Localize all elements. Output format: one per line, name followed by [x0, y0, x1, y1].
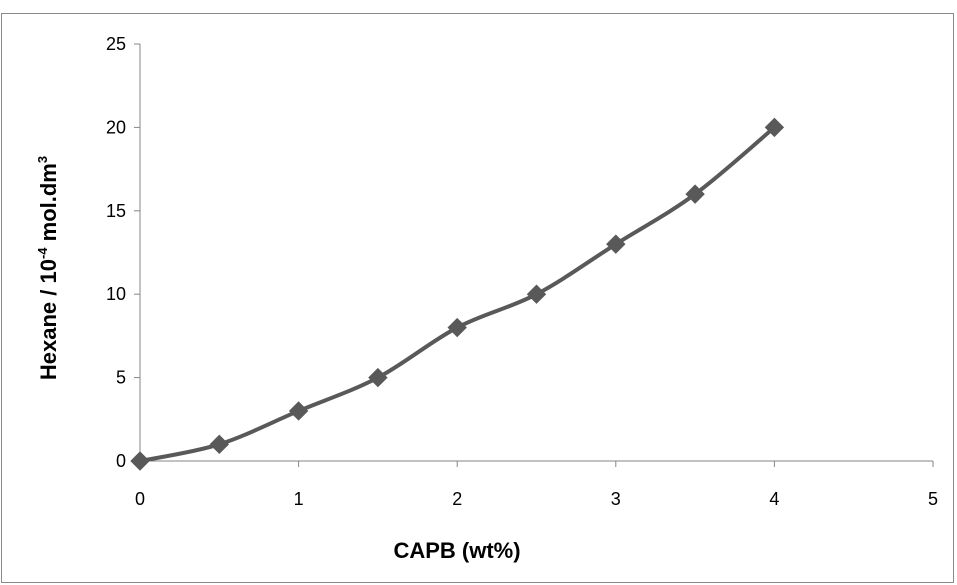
data-point-marker: [447, 317, 467, 338]
data-point-marker: [209, 434, 230, 455]
x-ticks: 0 1 2 3 4 5: [135, 461, 938, 509]
data-point-marker: [764, 117, 785, 138]
series-layer: [130, 117, 785, 471]
x-tick-label: 4: [769, 489, 779, 509]
series-line: [139, 125, 776, 463]
y-ticks: 0 5 10 15 20 25: [106, 34, 140, 471]
y-tick-label: 0: [116, 451, 126, 471]
y-tick-label: 10: [106, 284, 126, 304]
x-tick-label: 0: [135, 489, 145, 509]
data-point-marker: [288, 401, 309, 421]
chart-frame: [1, 13, 954, 583]
x-tick-label: 2: [452, 489, 462, 509]
y-axis-title-exponent: -4: [35, 247, 50, 259]
x-tick-label: 3: [611, 489, 621, 509]
y-axis-title-unit: mol.dm: [36, 163, 61, 247]
data-point-marker: [606, 234, 626, 254]
y-tick-label: 20: [106, 117, 126, 137]
y-axis-title: Hexane / 10-4 mol.dm3: [35, 156, 61, 380]
axes: 0 5 10 15 20 25 0 1 2 3 4 5: [106, 34, 938, 509]
data-point-marker: [685, 184, 705, 204]
y-tick-label: 15: [106, 201, 126, 221]
y-tick-label: 25: [106, 34, 126, 54]
data-point-marker: [130, 451, 150, 471]
y-axis-title-main: Hexane / 10: [36, 259, 61, 380]
x-tick-label: 1: [294, 489, 304, 509]
x-axis-title: CAPB (wt%): [393, 538, 520, 563]
data-point-marker: [526, 284, 547, 304]
y-axis-title-unit-exponent: 3: [35, 156, 50, 163]
data-point-marker: [368, 367, 388, 388]
x-tick-label: 5: [928, 489, 938, 509]
y-tick-label: 5: [116, 368, 126, 388]
